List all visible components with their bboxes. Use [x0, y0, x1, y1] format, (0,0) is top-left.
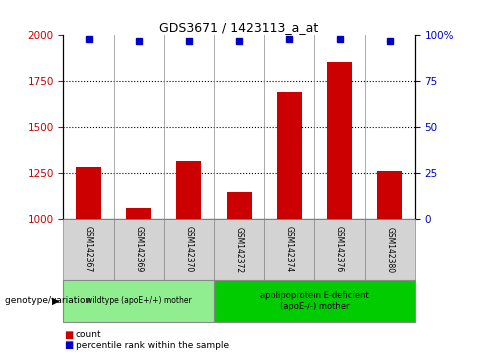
Text: wildtype (apoE+/+) mother: wildtype (apoE+/+) mother: [86, 296, 192, 306]
Text: count: count: [76, 330, 102, 339]
Bar: [277, 92, 302, 219]
Bar: [76, 167, 101, 219]
Text: ■: ■: [64, 340, 73, 350]
Text: GSM142374: GSM142374: [285, 227, 294, 273]
Text: GSM142372: GSM142372: [235, 227, 244, 273]
Bar: [126, 207, 151, 219]
Bar: [377, 171, 402, 219]
Text: GSM142380: GSM142380: [385, 227, 394, 273]
Bar: [226, 192, 252, 219]
Text: GSM142369: GSM142369: [134, 227, 143, 273]
Text: genotype/variation: genotype/variation: [5, 296, 94, 306]
Text: GSM142370: GSM142370: [184, 227, 193, 273]
Text: ■: ■: [64, 330, 73, 339]
Title: GDS3671 / 1423113_a_at: GDS3671 / 1423113_a_at: [160, 21, 319, 34]
Text: GSM142367: GSM142367: [84, 227, 93, 273]
Text: apolipoprotein E-deficient
(apoE-/-) mother: apolipoprotein E-deficient (apoE-/-) mot…: [260, 291, 369, 310]
Text: percentile rank within the sample: percentile rank within the sample: [76, 341, 229, 350]
Bar: [176, 161, 202, 219]
Text: ▶: ▶: [52, 296, 60, 306]
Bar: [327, 62, 352, 219]
Text: GSM142376: GSM142376: [335, 227, 344, 273]
